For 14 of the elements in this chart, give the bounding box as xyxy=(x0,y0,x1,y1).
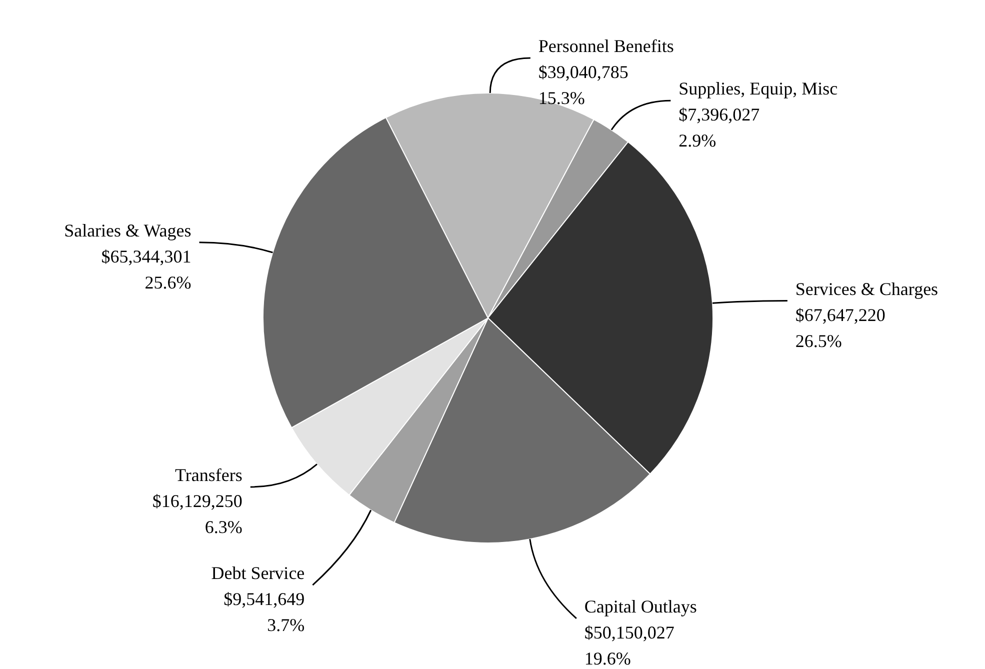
data-label: $16,129,250 6.3% xyxy=(152,490,242,537)
data-label: $50,150,027 19.6% xyxy=(584,622,674,668)
slice-label: Services & Charges xyxy=(795,278,938,299)
slice-label: Transfers xyxy=(175,464,242,485)
slice-label: Salaries & Wages xyxy=(64,220,192,240)
slice-label: Capital Outlays xyxy=(584,596,697,616)
data-label: $7,396,027 2.9% xyxy=(678,104,760,151)
data-label: $39,040,785 15.3% xyxy=(538,62,628,108)
data-label: $67,647,220 26.5% xyxy=(795,304,886,351)
slice-label: Supplies, Equip, Misc xyxy=(678,78,838,99)
data-label: $65,344,301 25.6% xyxy=(101,246,192,292)
data-label: $9,541,649 3.7% xyxy=(224,589,305,636)
slice-label: Personnel Benefits xyxy=(538,36,674,56)
slice-label: Debt Service xyxy=(211,563,305,584)
